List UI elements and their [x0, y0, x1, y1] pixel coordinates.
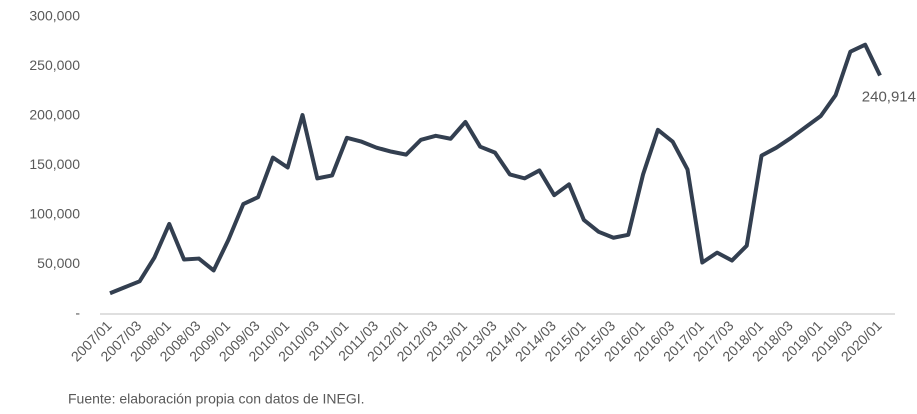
y-tick-label: 200,000: [29, 107, 80, 123]
y-tick-label: 150,000: [29, 156, 80, 172]
y-tick-label: 250,000: [29, 57, 80, 73]
source-note: Fuente: elaboración propia con datos de …: [68, 391, 365, 407]
data-line: [109, 42, 882, 296]
y-tick-label: 50,000: [37, 255, 80, 271]
data-label: 240,914: [862, 88, 916, 105]
y-tick-label: 300,000: [29, 8, 80, 24]
y-tick-label: -: [75, 305, 80, 321]
y-tick-label: 100,000: [29, 206, 80, 222]
